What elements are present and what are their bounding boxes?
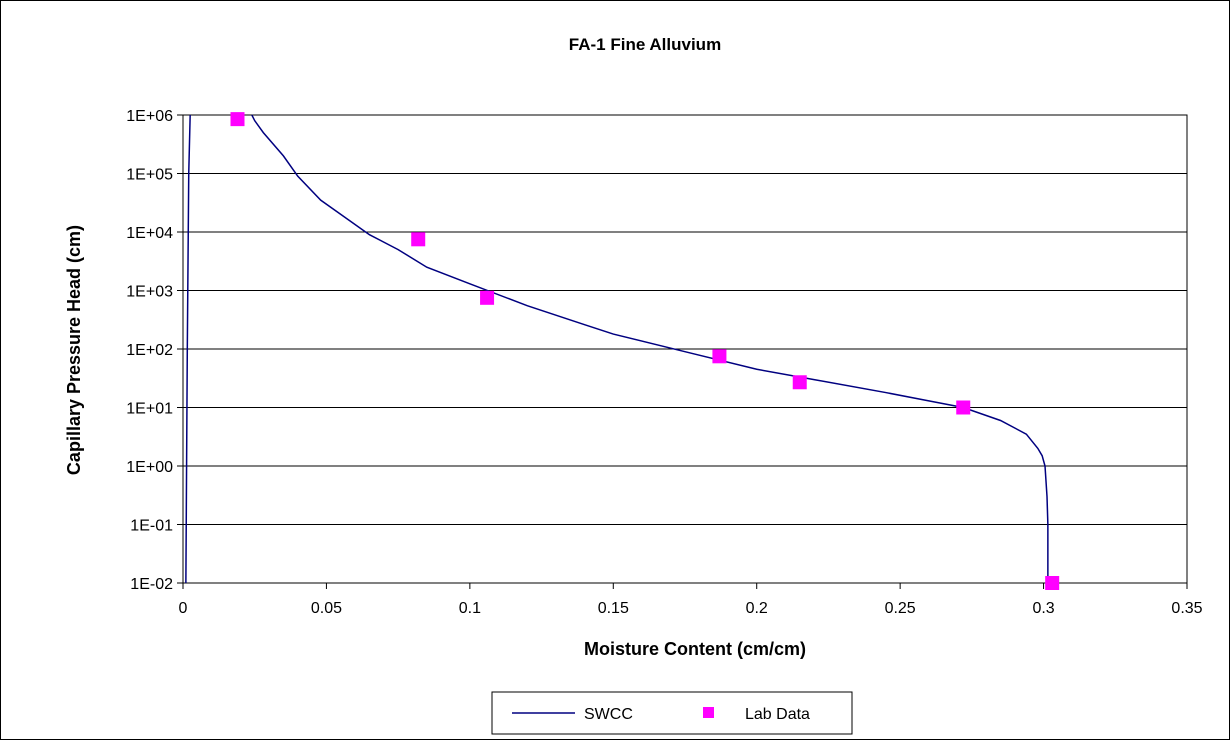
y-tick-label: 1E-01 — [130, 518, 173, 535]
lab-data-point — [480, 290, 495, 305]
legend-lab-data-swatch — [703, 707, 714, 718]
y-tick-label: 1E+04 — [126, 225, 173, 242]
x-tick-label: 0.05 — [311, 600, 342, 617]
lab-data-point — [956, 400, 971, 415]
legend-lab-data-label: Lab Data — [745, 706, 810, 723]
x-tick-label: 0.2 — [746, 600, 768, 617]
x-tick-label: 0.15 — [598, 600, 629, 617]
x-axis-title: Moisture Content (cm/cm) — [584, 639, 806, 659]
x-tick-label: 0.1 — [459, 600, 481, 617]
y-tick-label: 1E+02 — [126, 342, 173, 359]
x-tick-label: 0.25 — [885, 600, 916, 617]
y-tick-label: 1E+01 — [126, 401, 173, 418]
y-tick-label: 1E+05 — [126, 167, 173, 184]
plot-layer — [185, 112, 1060, 590]
series-line-curve-1 — [185, 114, 191, 584]
x-tick-label: 0.3 — [1032, 600, 1054, 617]
y-tick-label: 1E+03 — [126, 284, 173, 301]
lab-data-point — [411, 232, 426, 247]
y-tick-label: 1E-02 — [130, 576, 173, 593]
series-line-swcc — [251, 114, 1049, 583]
lab-data-point — [792, 375, 807, 390]
lab-data-point — [1045, 576, 1060, 590]
lab-data-point — [712, 349, 727, 364]
y-tick-label: 1E+06 — [126, 108, 173, 125]
chart-title: FA-1 Fine Alluvium — [569, 35, 721, 54]
x-tick-label: 0.35 — [1171, 600, 1202, 617]
y-axis-title: Capillary Pressure Head (cm) — [64, 225, 84, 475]
lab-data-point — [230, 112, 245, 127]
axis-layer: 1E-02 1E-01 1E+00 1E+01 1E+02 1E+03 1E+04 1E+05… — [126, 108, 1202, 617]
legend-swcc-label: SWCC — [584, 706, 633, 723]
y-tick-label: 1E+00 — [126, 459, 173, 476]
grid-layer — [182, 114, 1188, 584]
legend: SWCC Lab Data — [491, 691, 853, 735]
x-tick-label: 0 — [179, 600, 188, 617]
